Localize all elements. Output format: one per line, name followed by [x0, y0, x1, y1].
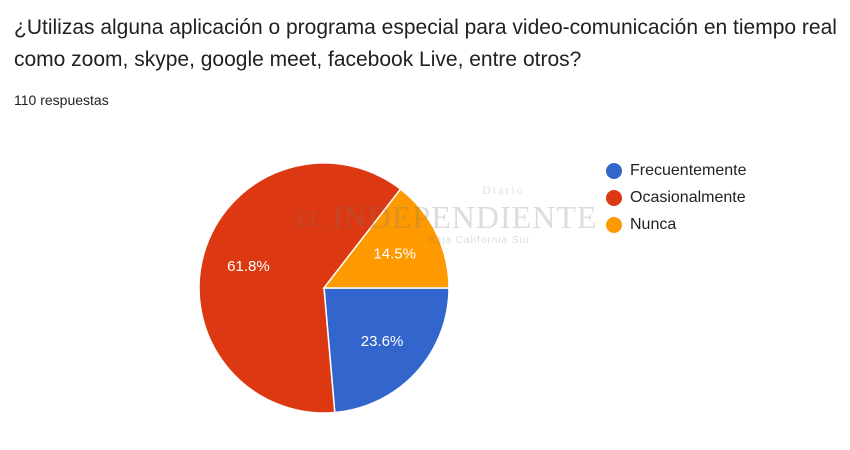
chart-legend: Frecuentemente Ocasionalmente Nunca [606, 157, 747, 238]
legend-dot-ocasionalmente [606, 189, 622, 206]
legend-dot-frecuentemente [606, 162, 622, 179]
pie-slice-nunca[interactable] [322, 188, 450, 289]
legend-dot-nunca [606, 216, 622, 233]
legend-label-ocasionalmente: Ocasionalmente [630, 188, 746, 206]
pie-slice-frecuentemente[interactable] [323, 287, 450, 414]
slice-label-ocasionalmente: 61.8% [227, 258, 270, 275]
slice-label-nunca: 14.5% [373, 245, 416, 262]
legend-label-nunca: Nunca [630, 215, 677, 233]
legend-label-frecuentemente: Frecuentemente [630, 161, 747, 179]
legend-item-nunca[interactable]: Nunca [606, 211, 747, 238]
legend-item-frecuentemente[interactable]: Frecuentemente [606, 157, 747, 184]
response-count: 110 respuestas [14, 92, 109, 108]
slice-label-frecuentemente: 23.6% [361, 333, 404, 350]
pie-slice-ocasionalmente[interactable] [198, 162, 402, 414]
legend-item-ocasionalmente[interactable]: Ocasionalmente [606, 184, 747, 211]
question-title: ¿Utilizas alguna aplicación o programa e… [14, 16, 837, 71]
